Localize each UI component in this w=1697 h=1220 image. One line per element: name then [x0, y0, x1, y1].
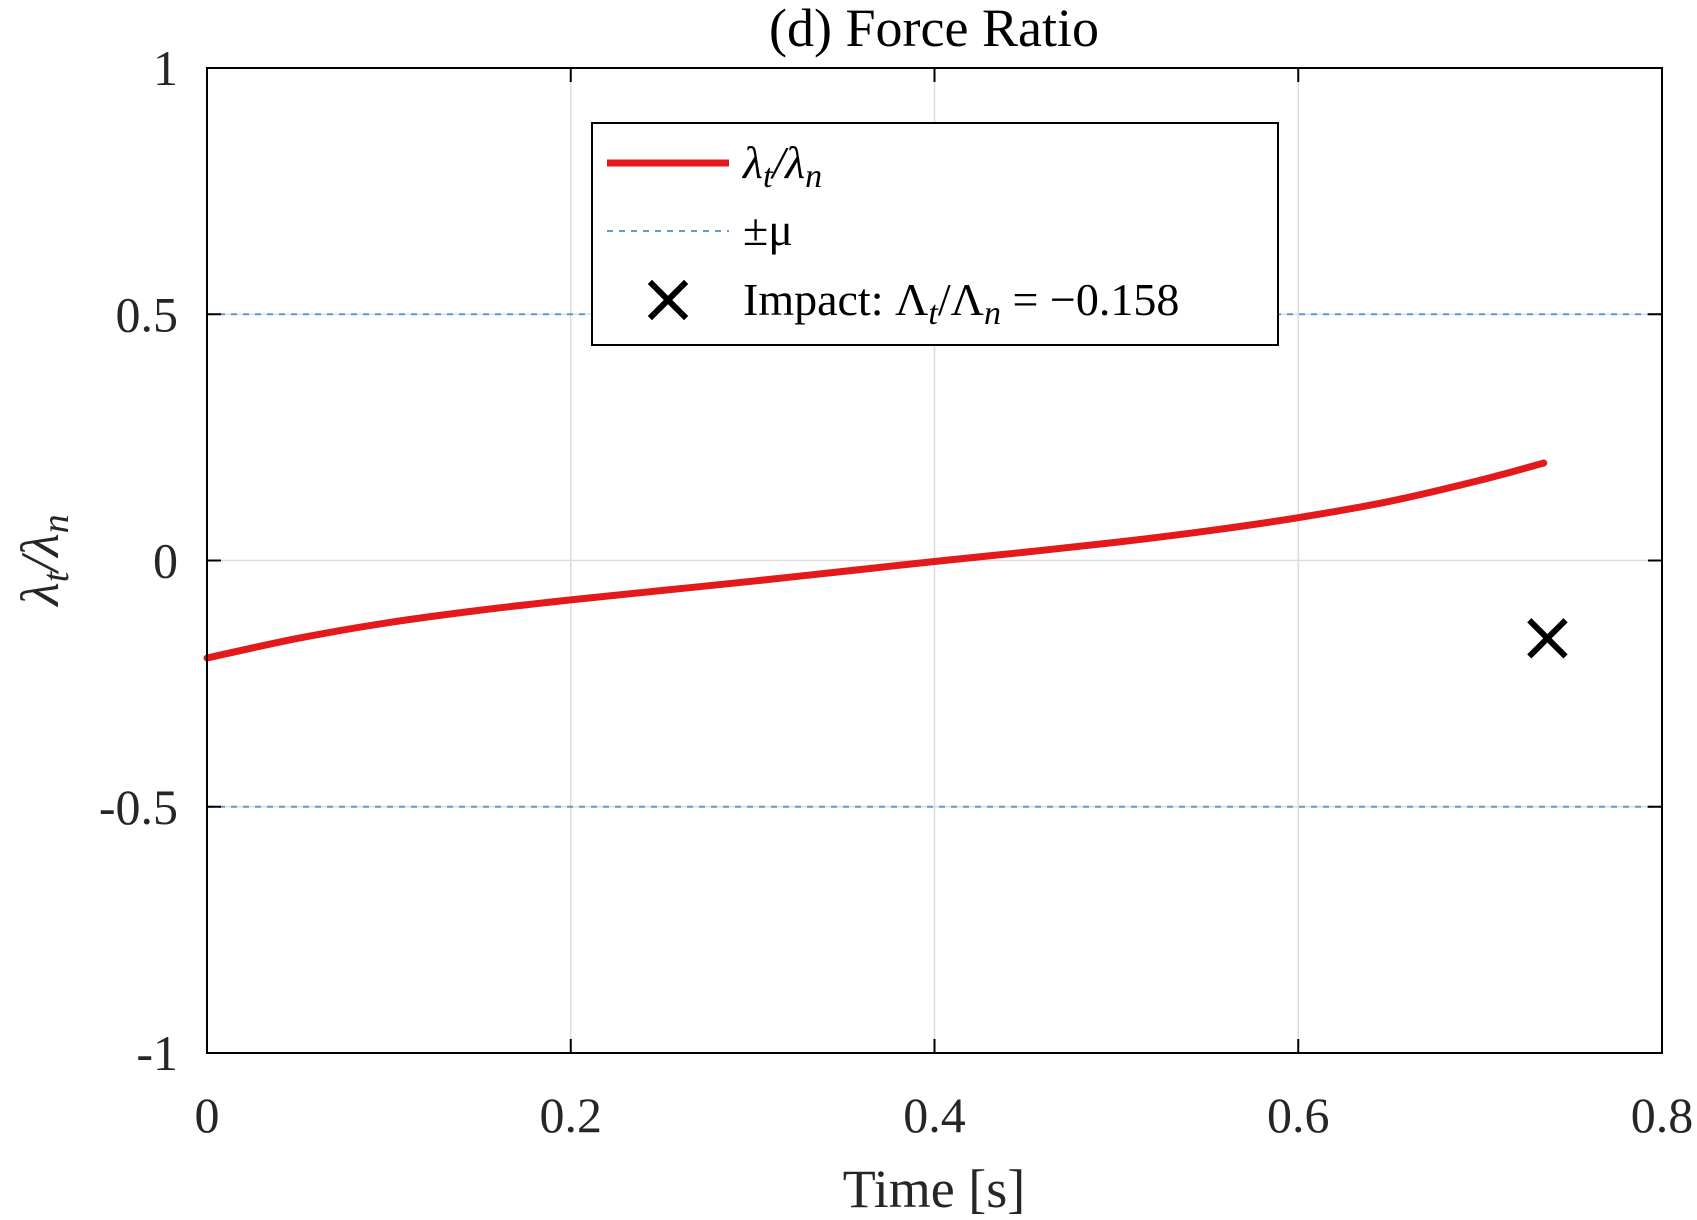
legend-label-impact: Impact: Λt/Λn = −0.158: [743, 274, 1179, 332]
x-tick-labels: 0 0.2 0.4 0.6 0.8: [195, 1087, 1694, 1143]
ratio-series-line: [203, 459, 1548, 662]
chart-title: (d) Force Ratio: [769, 0, 1099, 58]
y-tick-label: 0.5: [116, 286, 179, 342]
y-tick-labels: -1 -0.5 0 0.5 1: [99, 40, 178, 1081]
x-tick-label: 0.6: [1267, 1087, 1330, 1143]
legend-label-mu: ±μ: [743, 204, 793, 255]
legend-x-stroke-b: [647, 279, 689, 321]
impact-x-stroke-b: [1527, 618, 1568, 659]
legend-label-ratio: λt/λn: [741, 137, 822, 195]
y-tick-label: -0.5: [99, 779, 178, 835]
x-tick-label: 0.4: [903, 1087, 966, 1143]
mu-lines: [207, 313, 1662, 808]
y-tick-label: 0: [153, 533, 178, 589]
legend: λt/λn ±μ Impact: Λt/Λn = −0.158: [591, 122, 1279, 346]
y-tick-label: 1: [153, 40, 178, 96]
x-tick-label: 0.2: [540, 1087, 603, 1143]
x-axis-label: Time [s]: [843, 1159, 1026, 1219]
impact-marker: [1527, 618, 1568, 659]
x-tick-label: 0: [195, 1087, 220, 1143]
tick-marks: [206, 67, 1663, 1054]
y-tick-label: -1: [136, 1025, 178, 1081]
x-tick-label: 0.8: [1631, 1087, 1694, 1143]
legend-swatch-impact: [647, 279, 689, 321]
y-axis-label: λt/λn: [10, 514, 77, 607]
